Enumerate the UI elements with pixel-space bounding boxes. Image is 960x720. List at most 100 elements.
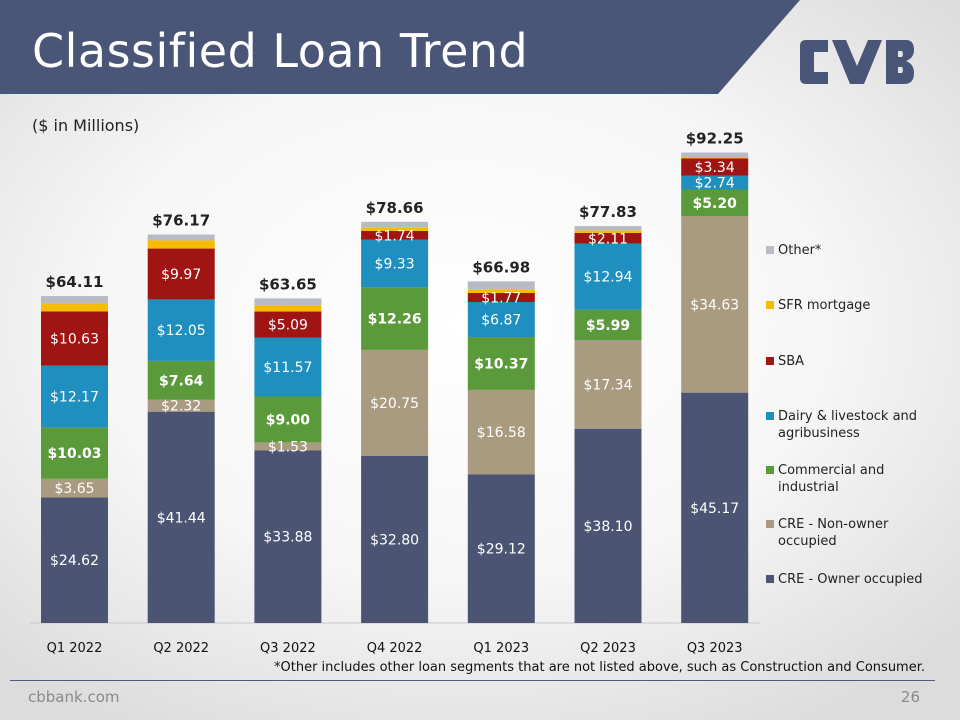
bar-segment-2-0 — [41, 427, 108, 479]
bar-segment-2-2 — [254, 396, 322, 443]
total-label-1: $76.17 — [152, 212, 210, 230]
data-label-1-0: $3.65 — [54, 481, 94, 497]
bar-segment-4-0 — [41, 311, 108, 366]
bar-segment-0-0 — [41, 497, 108, 623]
x-tick-label-5: Q2 2023 — [580, 641, 636, 656]
bar-segment-5-5 — [574, 230, 642, 233]
bar-segment-6-0 — [41, 296, 108, 304]
data-label-3-3: $9.33 — [375, 257, 415, 273]
bars-layer — [41, 152, 749, 623]
bar-segment-1-3 — [361, 349, 429, 456]
data-label-2-1: $7.64 — [159, 373, 204, 389]
bar-segment-1-4 — [467, 389, 535, 475]
legend-label-1: SFR mortgage — [778, 298, 870, 313]
total-label-0: $64.11 — [46, 273, 104, 291]
bar-segment-1-0 — [41, 478, 108, 498]
data-label-1-1: $2.32 — [161, 399, 201, 415]
data-label-3-1: $12.05 — [157, 323, 206, 339]
bar-segment-5-0 — [41, 303, 108, 312]
bar-segment-2-4 — [467, 337, 535, 390]
data-label-3-0: $12.17 — [50, 390, 99, 406]
bar-segment-5-3 — [361, 227, 429, 231]
data-label-4-2: $5.09 — [268, 318, 308, 334]
x-tick-label-0: Q1 2022 — [47, 641, 103, 656]
data-label-0-6: $45.17 — [690, 501, 739, 517]
bar-segment-1-1 — [147, 399, 215, 412]
legend-swatch-1 — [766, 301, 774, 309]
bar-segment-3-3 — [361, 239, 429, 288]
bar-segment-6-4 — [467, 281, 535, 290]
footer-divider — [10, 680, 935, 681]
bar-segment-1-6 — [681, 216, 749, 393]
x-tick-label-6: Q3 2023 — [687, 641, 743, 656]
bar-segment-0-2 — [254, 450, 322, 623]
bar-segment-5-4 — [467, 289, 535, 293]
data-label-0-0: $24.62 — [50, 553, 99, 569]
total-label-6: $92.25 — [686, 130, 744, 148]
chart-footnote: *Other includes other loan segments that… — [274, 660, 925, 675]
bar-segment-0-6 — [681, 392, 749, 623]
data-label-0-1: $41.44 — [157, 510, 206, 526]
cvb-logo-icon — [800, 40, 914, 84]
data-label-0-2: $33.88 — [263, 530, 312, 546]
unit-note: ($ in Millions) — [32, 116, 140, 135]
bar-segment-2-5 — [574, 309, 642, 341]
legend-label-2: SBA — [778, 354, 804, 369]
data-label-2-6: $5.20 — [693, 196, 738, 212]
legend-label-0: Other* — [778, 243, 822, 258]
bar-segment-2-1 — [147, 360, 215, 400]
bar-segment-0-3 — [361, 455, 429, 623]
bar-segment-4-4 — [467, 292, 535, 303]
bar-segment-1-5 — [574, 340, 642, 429]
total-label-5: $77.83 — [579, 203, 637, 221]
total-label-4: $66.98 — [472, 258, 530, 276]
legend-label-3: Dairy & livestock and agribusiness — [778, 409, 917, 441]
bar-segment-3-5 — [574, 243, 642, 310]
data-label-3-5: $12.94 — [584, 270, 633, 286]
data-label-4-1: $9.97 — [161, 267, 201, 283]
bar-segment-4-3 — [361, 230, 429, 240]
legend-label-4: Commercial and industrial — [778, 463, 884, 495]
data-label-4-4: $1.77 — [481, 290, 521, 306]
bar-segment-4-2 — [254, 311, 322, 338]
data-label-4-0: $10.63 — [50, 331, 99, 347]
legend-swatch-2 — [766, 357, 774, 365]
bar-segment-0-1 — [147, 411, 215, 623]
data-label-2-2: $9.00 — [266, 412, 311, 428]
legend-swatch-0 — [766, 246, 774, 254]
data-label-0-5: $38.10 — [584, 519, 633, 535]
bar-segment-4-1 — [147, 248, 215, 300]
legend-label-6: CRE - Owner occupied — [778, 572, 922, 587]
data-label-3-4: $6.87 — [481, 313, 521, 329]
data-label-2-0: $10.03 — [47, 446, 101, 462]
data-label-1-5: $17.34 — [584, 377, 633, 393]
bar-segment-5-2 — [254, 305, 322, 312]
footer-website: cbbank.com — [28, 688, 120, 706]
data-label-2-4: $10.37 — [474, 356, 528, 372]
title-banner — [0, 0, 800, 94]
legend-swatch-4 — [766, 466, 774, 474]
bar-segment-3-1 — [147, 299, 215, 361]
total-label-3: $78.66 — [366, 199, 424, 217]
data-label-4-6: $3.34 — [695, 160, 735, 176]
page-title: Classified Loan Trend — [32, 24, 529, 78]
data-label-0-4: $29.12 — [477, 542, 526, 558]
bar-segment-2-6 — [681, 189, 749, 217]
x-tick-label-4: Q1 2023 — [473, 641, 529, 656]
data-label-2-3: $12.26 — [368, 312, 422, 328]
data-label-1-2: $1.53 — [268, 439, 308, 455]
bar-segment-5-6 — [681, 156, 749, 159]
legend-label-5: CRE - Non-owner occupied — [778, 517, 889, 549]
data-label-0-3: $32.80 — [370, 532, 419, 548]
x-tick-label-3: Q4 2022 — [367, 641, 423, 656]
data-label-3-6: $2.74 — [695, 176, 735, 192]
bar-segment-6-5 — [574, 226, 642, 231]
data-label-1-4: $16.58 — [477, 425, 526, 441]
data-label-1-3: $20.75 — [370, 396, 419, 412]
page-number: 26 — [900, 688, 920, 706]
data-label-4-3: $1.74 — [375, 228, 415, 244]
data-label-3-2: $11.57 — [263, 360, 312, 376]
bar-segment-6-1 — [147, 234, 215, 241]
legend-swatch-3 — [766, 412, 774, 420]
